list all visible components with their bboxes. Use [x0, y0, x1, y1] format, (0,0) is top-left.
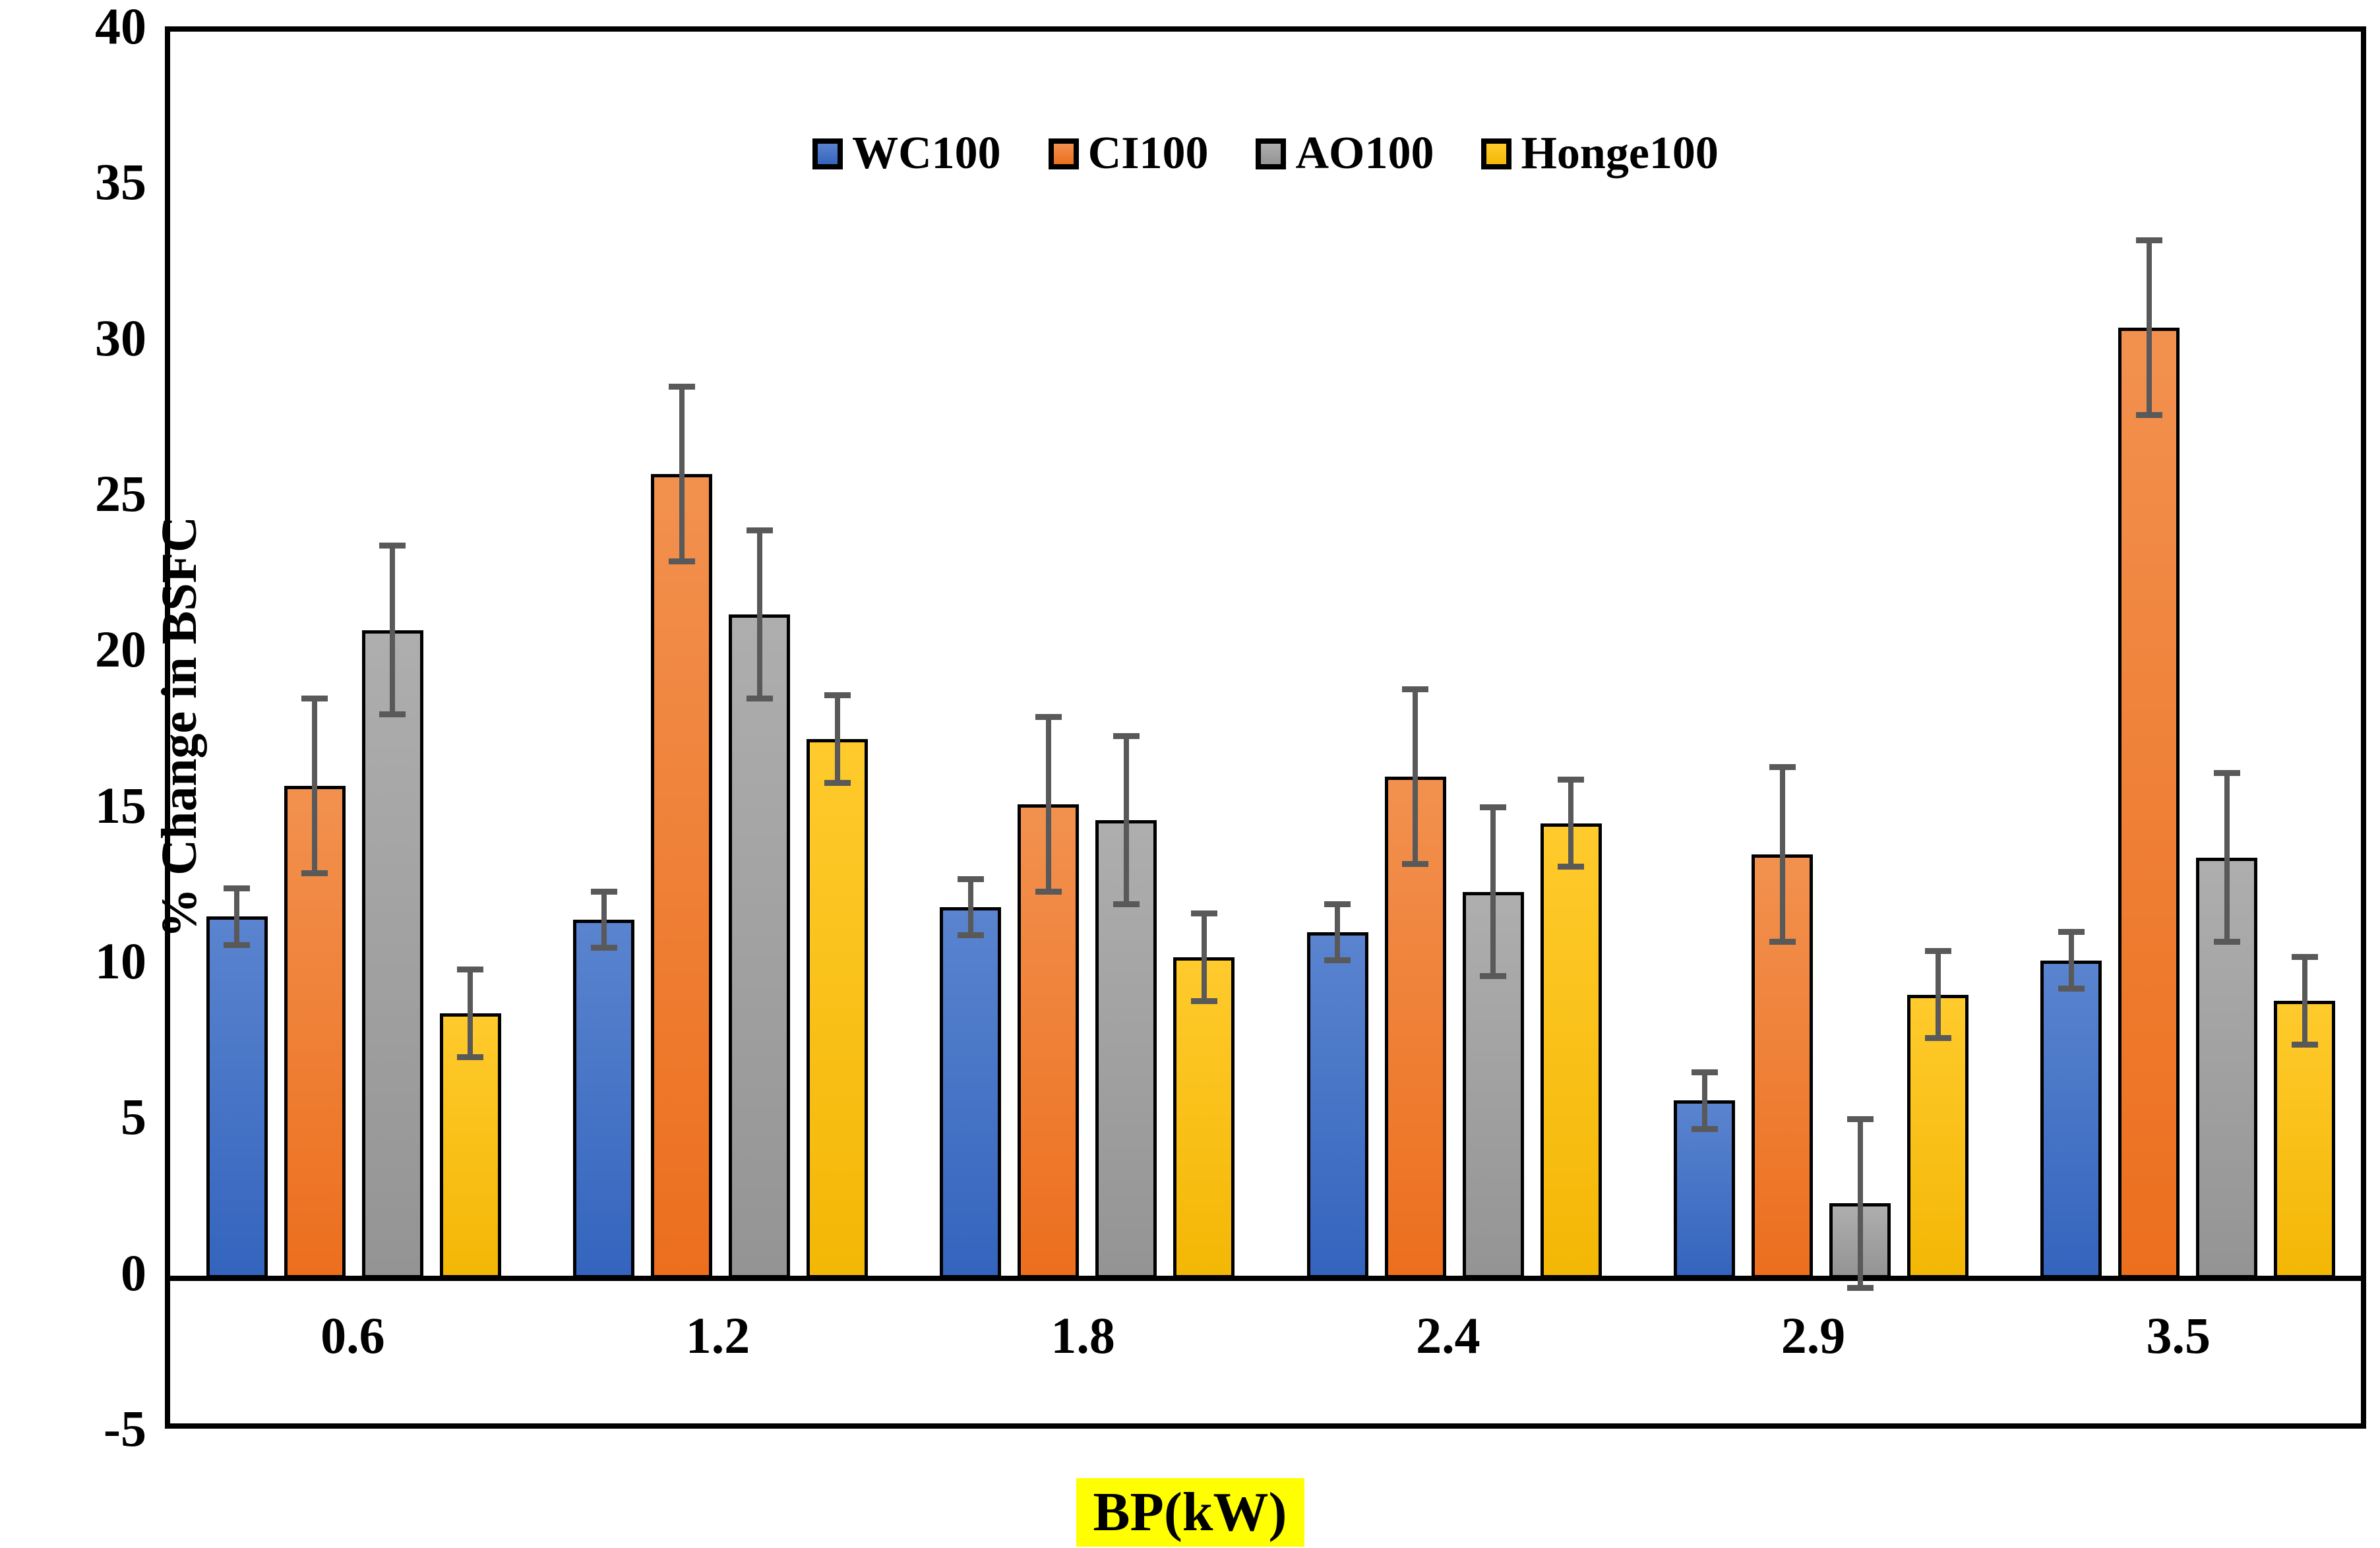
legend-label-AO100: AO100	[1295, 128, 1434, 179]
bar-WC100-1.8	[940, 907, 1002, 1278]
legend-label-Honge100: Honge100	[1521, 128, 1719, 179]
y-tick-label-5: 5	[121, 1088, 146, 1146]
y-tick-label-25: 25	[95, 465, 146, 522]
legend-item-WC100: WC100	[812, 131, 1001, 177]
legend-swatch-icon-AO100	[1256, 138, 1287, 169]
legend-item-AO100: AO100	[1256, 131, 1434, 177]
error-bar-Honge100-3.5	[2291, 954, 2318, 1048]
error-bar-WC100-2.4	[1324, 901, 1351, 964]
bar-Honge100-2.9	[1907, 994, 1968, 1278]
x-tick-label-1.2: 1.2	[685, 1306, 750, 1364]
y-tick-label-0: 0	[121, 1243, 146, 1301]
error-bar-WC100-1.8	[957, 876, 984, 939]
bar-Honge100-2.4	[1540, 823, 1602, 1278]
error-bar-Honge100-2.4	[1558, 776, 1585, 870]
bar-WC100-1.2	[573, 920, 634, 1278]
error-bar-Honge100-2.9	[1924, 947, 1951, 1042]
error-bar-CI100-3.5	[2135, 237, 2162, 419]
y-tick-label--5: -5	[104, 1400, 146, 1457]
y-tick-label-10: 10	[95, 932, 146, 990]
bar-CI100-1.2	[651, 474, 712, 1278]
legend-item-CI100: CI100	[1048, 128, 1209, 179]
y-tick-label-30: 30	[95, 309, 146, 367]
error-bar-AO100-1.8	[1113, 732, 1140, 908]
y-tick-label-15: 15	[95, 776, 146, 834]
legend-item-Honge100: Honge100	[1481, 128, 1719, 179]
error-bar-CI100-0.6	[301, 695, 328, 876]
bar-WC100-0.6	[206, 916, 268, 1278]
y-tick-label-40: 40	[95, 0, 146, 55]
legend-swatch-icon-WC100	[812, 138, 843, 169]
error-bar-WC100-2.9	[1691, 1069, 1718, 1132]
error-bar-WC100-0.6	[224, 885, 251, 948]
x-axis-tick-labels: 0.6 1.2 1.8 2.4 2.9 3.5	[170, 1278, 2361, 1434]
error-bar-Honge100-0.6	[457, 967, 484, 1060]
error-bar-AO100-0.6	[379, 543, 406, 717]
x-tick-label-3.5: 3.5	[2146, 1306, 2211, 1364]
legend-label-WC100: WC100	[852, 128, 1001, 179]
error-bar-AO100-2.4	[1480, 804, 1507, 979]
error-bar-Honge100-1.8	[1190, 910, 1217, 1004]
zero-baseline	[170, 1275, 2361, 1281]
y-tick-label-35: 35	[95, 153, 146, 211]
x-tick-label-0.6: 0.6	[320, 1306, 385, 1364]
bar-WC100-3.5	[2040, 960, 2102, 1278]
error-bar-CI100-2.9	[1769, 763, 1796, 945]
y-tick-label-20: 20	[95, 620, 146, 678]
bar-CI100-3.5	[2118, 328, 2180, 1278]
legend-swatch-icon-CI100	[1048, 138, 1079, 169]
error-bar-Honge100-1.2	[824, 692, 851, 786]
error-bar-AO100-2.9	[1846, 1116, 1874, 1291]
x-axis-title: BP(kW)	[1076, 1478, 1304, 1547]
x-tick-label-1.8: 1.8	[1051, 1306, 1115, 1364]
legend-swatch-icon-Honge100	[1481, 138, 1512, 169]
error-bar-WC100-1.2	[590, 888, 617, 951]
bar-AO100-0.6	[361, 630, 423, 1278]
bar-AO100-1.2	[729, 614, 790, 1278]
error-bar-AO100-3.5	[2213, 770, 2240, 945]
bar-Honge100-1.2	[807, 738, 868, 1278]
error-bar-WC100-3.5	[2058, 929, 2085, 992]
bar-WC100-2.4	[1306, 932, 1368, 1278]
plot-area: WC100 CI100 AO100 Honge100 0.6 1.2 1.8 2.4 2.9 3…	[165, 26, 2366, 1429]
legend-label-CI100: CI100	[1087, 128, 1209, 179]
error-bar-CI100-1.2	[668, 384, 695, 565]
x-tick-label-2.4: 2.4	[1416, 1306, 1480, 1364]
error-bar-CI100-2.4	[1402, 686, 1429, 867]
error-bar-CI100-1.8	[1035, 714, 1062, 895]
x-axis-title-row: BP(kW)	[0, 1478, 2380, 1547]
error-bar-AO100-1.2	[746, 527, 773, 702]
bar-Honge100-1.8	[1173, 957, 1235, 1278]
legend: WC100 CI100 AO100 Honge100	[170, 131, 2361, 177]
x-tick-label-2.9: 2.9	[1781, 1306, 1846, 1364]
